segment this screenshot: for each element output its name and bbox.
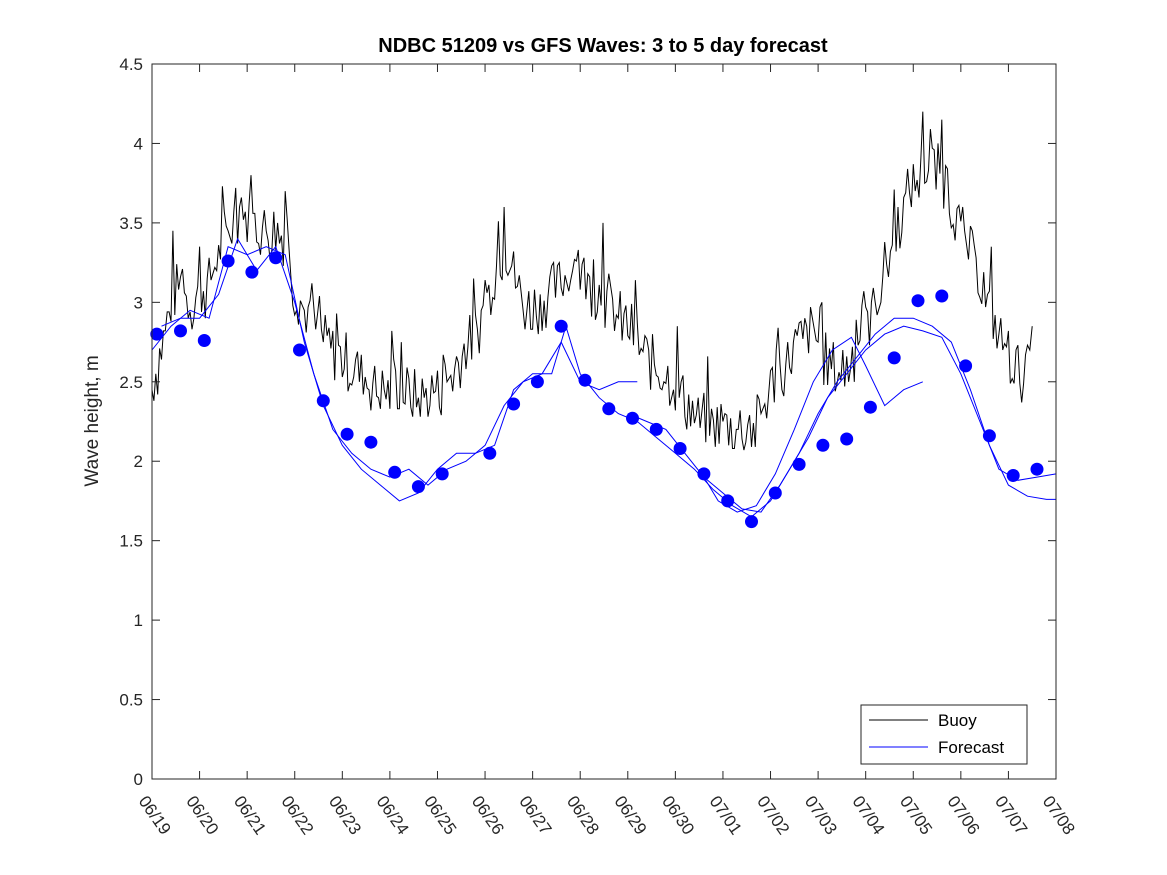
x-tick-label: 06/25 — [420, 792, 460, 838]
plot-area — [150, 111, 1057, 529]
x-tick-label: 06/23 — [325, 792, 365, 838]
x-tick-label: 06/28 — [563, 792, 603, 838]
forecast-point-19 — [626, 411, 639, 425]
x-tick-label: 06/22 — [277, 792, 317, 838]
forecast-point-1 — [174, 324, 187, 338]
x-tick-label: 06/21 — [230, 792, 270, 838]
forecast-point-4 — [245, 265, 259, 279]
x-tick-label: 06/26 — [468, 792, 508, 838]
x-tick-label: 07/05 — [896, 792, 936, 838]
forecast-point-20 — [649, 422, 663, 436]
x-tick-label: 06/24 — [373, 792, 413, 838]
x-tick-label: 06/19 — [135, 792, 175, 838]
y-tick-label: 1.5 — [119, 532, 143, 551]
forecast-point-35 — [1006, 469, 1020, 482]
forecast-point-29 — [863, 400, 877, 414]
forecast-point-2 — [197, 334, 211, 347]
y-tick-label: 0 — [134, 770, 143, 789]
axes-box — [151, 63, 1057, 780]
x-tick-label: 07/03 — [801, 792, 841, 838]
forecast-point-34 — [982, 429, 996, 443]
forecast-run-line-2 — [151, 246, 1057, 518]
legend-forecast-label: Forecast — [938, 738, 1004, 757]
forecast-run-line-5 — [698, 336, 923, 513]
y-tick-label: 0.5 — [119, 691, 143, 710]
x-tick-label: 07/01 — [706, 792, 746, 838]
forecast-point-36 — [1030, 462, 1044, 476]
forecast-point-5 — [269, 251, 283, 265]
y-tick-label: 3.5 — [119, 214, 143, 233]
x-tick-label: 06/30 — [658, 792, 698, 838]
forecast-point-9 — [364, 435, 378, 449]
y-tick-label: 3 — [134, 293, 143, 312]
legend-buoy-label: Buoy — [938, 711, 977, 730]
buoy-series-line — [151, 111, 1033, 451]
x-tick-label: 07/02 — [753, 792, 793, 838]
forecast-point-0 — [150, 327, 164, 341]
forecast-run-line-4 — [627, 317, 1056, 513]
x-tick-label: 07/04 — [848, 792, 888, 838]
forecast-point-18 — [602, 402, 616, 416]
forecast-point-27 — [816, 438, 830, 452]
legend-box — [860, 704, 1028, 765]
forecast-point-26 — [792, 457, 806, 471]
legend: Buoy Forecast — [860, 704, 1028, 765]
forecast-point-32 — [935, 289, 949, 303]
forecast-point-24 — [745, 515, 758, 529]
forecast-point-15 — [530, 375, 544, 389]
x-tick-label: 06/29 — [611, 792, 651, 838]
x-tick-label: 07/06 — [944, 792, 984, 838]
forecast-point-28 — [840, 432, 854, 446]
x-tick-label: 07/08 — [1039, 792, 1079, 838]
forecast-point-10 — [388, 465, 402, 479]
x-tick-label: 07/07 — [991, 792, 1031, 838]
y-tick-label: 4.5 — [119, 55, 143, 74]
forecast-point-11 — [411, 480, 425, 494]
y-tick-label: 2.5 — [119, 373, 143, 392]
chart-title: NDBC 51209 vs GFS Waves: 3 to 5 day fore… — [378, 35, 828, 57]
x-tick-label: 06/20 — [182, 792, 222, 838]
forecast-point-8 — [340, 427, 354, 441]
forecast-point-30 — [887, 351, 901, 365]
y-tick-label: 1 — [134, 611, 143, 630]
forecast-point-31 — [911, 294, 925, 308]
forecast-point-13 — [483, 446, 497, 460]
y-axis-label: Wave height, m — [82, 355, 103, 486]
forecast-point-6 — [293, 343, 306, 357]
y-tick-label: 4 — [134, 134, 143, 153]
y-tick-label: 2 — [134, 452, 143, 471]
x-tick-label: 06/27 — [515, 792, 555, 838]
forecast-run-line-3 — [161, 237, 638, 486]
